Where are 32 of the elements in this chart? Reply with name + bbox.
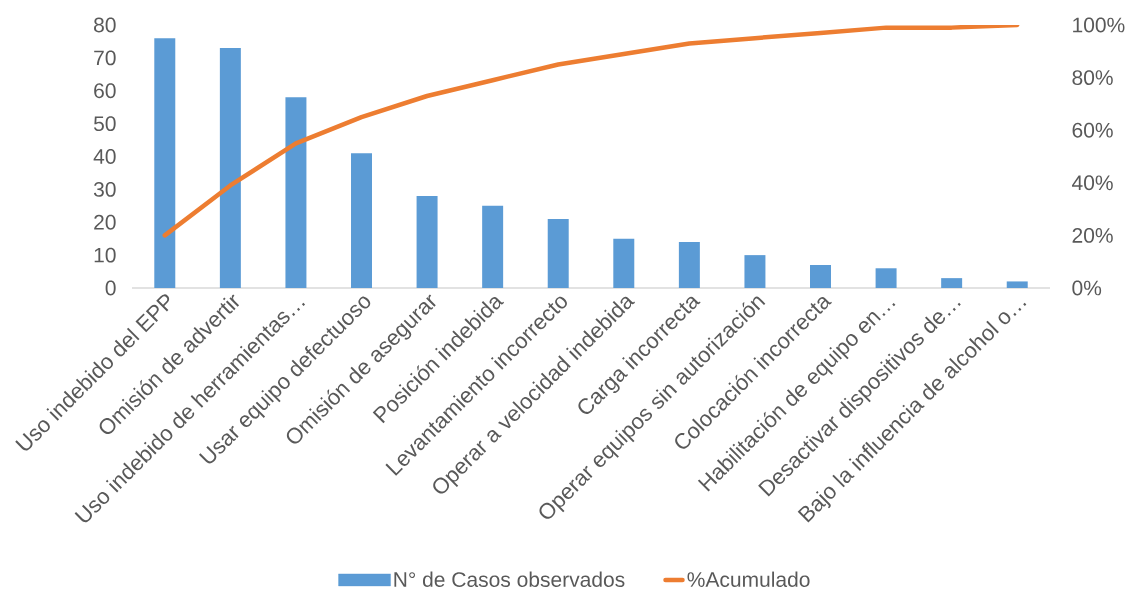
y2-tick-label: 0% (1072, 280, 1102, 296)
y-tick-label: 30 (93, 181, 116, 197)
y-tick-label: 10 (94, 247, 116, 263)
y-tick-label: 70 (94, 50, 116, 66)
y2-tick-label: 20% (1072, 227, 1113, 243)
y2-tick-label: 80% (1072, 70, 1113, 86)
bar (1006, 281, 1028, 288)
bar (875, 268, 897, 288)
bar (810, 264, 831, 288)
legend-label: N° de Casos observados (394, 571, 625, 587)
bar (547, 218, 569, 288)
bar (678, 241, 700, 288)
bar (482, 205, 504, 288)
bar (285, 97, 307, 288)
y-tick-label: 0 (105, 280, 116, 296)
y-tick-label: 20 (94, 214, 116, 230)
bar (744, 255, 766, 288)
y-tick-label: 80 (94, 17, 116, 33)
y-tick-label: 40 (93, 149, 116, 164)
line-series (162, 25, 1020, 238)
y-tick-label: 60 (94, 83, 116, 99)
bar (351, 153, 372, 288)
bar (154, 38, 176, 288)
bar (613, 238, 635, 288)
legend-label: %Acumulado (687, 571, 810, 587)
bar (219, 48, 241, 288)
y2-tick-label: 100% (1073, 17, 1125, 33)
bar (416, 195, 438, 288)
y2-tick-label: 60% (1072, 122, 1113, 138)
y-tick-label: 50 (93, 116, 116, 132)
y2-tick-label: 40% (1072, 175, 1113, 191)
bar (941, 278, 963, 288)
